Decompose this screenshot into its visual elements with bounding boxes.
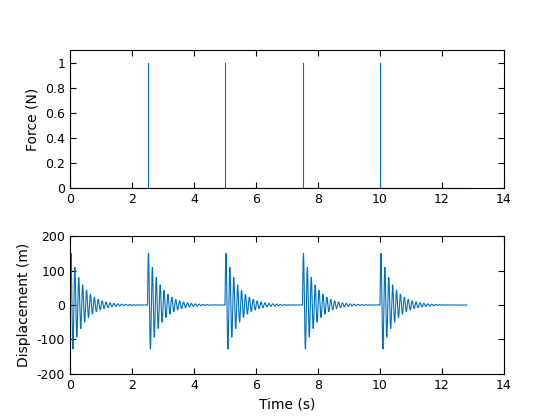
X-axis label: Time (s): Time (s) [259,397,315,411]
Y-axis label: Displacement (m): Displacement (m) [17,243,31,367]
Y-axis label: Force (N): Force (N) [26,88,40,151]
